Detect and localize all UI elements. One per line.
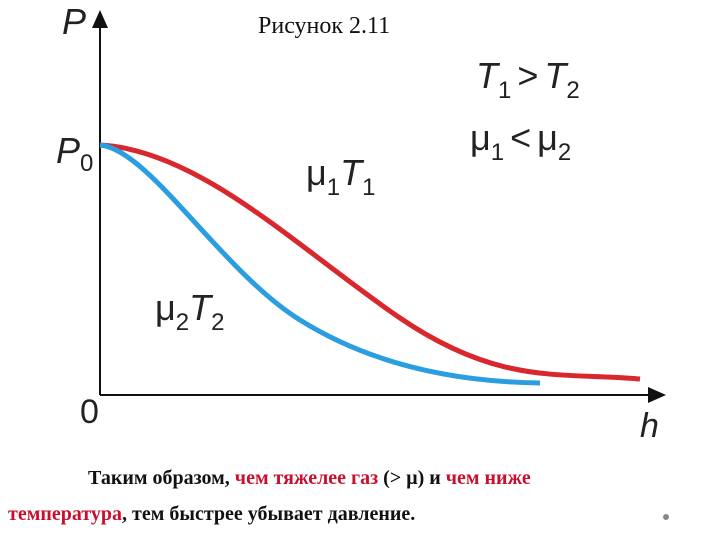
subscript: 0 [80,150,93,177]
subscript: 2 [176,309,189,336]
symbol: μ [155,287,176,328]
subscript: 2 [566,77,579,104]
highlight: чем ниже [446,467,531,489]
relation-1: T1 > T2 [476,55,580,104]
x-axis-label: h [640,407,659,445]
relation-2: μ1 < μ2 [470,117,571,166]
symbol: T [340,152,365,193]
subscript: 1 [498,77,511,104]
symbol: μ [306,152,327,193]
symbol: μ [470,117,491,158]
highlight: чем тяжелее газ [235,467,378,489]
subscript: 2 [211,309,224,336]
text: Таким образом, [88,467,235,489]
text: (> μ) и [378,467,446,489]
curve-2 [99,142,541,386]
curve-1 [99,142,641,382]
operator: < [510,117,531,158]
figure-bg [48,0,668,448]
body-line-2: температура, тем быстрее убывает давлени… [8,503,415,525]
symbol: T [476,55,501,96]
curve-2-label: μ2T2 [155,287,224,336]
subscript: 1 [362,174,375,201]
figure-caption: Рисунок 2.11 [258,13,390,39]
origin-label: 0 [80,393,99,431]
y-axis-label: P [62,1,86,42]
text: , тем быстрее убывает давление. [122,503,415,525]
body-line-1: Таким образом, чем тяжелее газ (> μ) и ч… [88,467,531,489]
subscript: 1 [491,139,504,166]
highlight: температура [8,503,122,525]
bullet-dot [663,514,669,520]
subscript: 2 [558,139,571,166]
symbol: T [189,287,214,328]
symbol: μ [537,117,558,158]
curve-1-label: μ1T1 [306,152,375,201]
symbol: T [544,55,569,96]
p0-label: P0 [56,130,93,177]
symbol: P [56,130,80,171]
operator: > [517,55,538,96]
subscript: 1 [327,174,340,201]
